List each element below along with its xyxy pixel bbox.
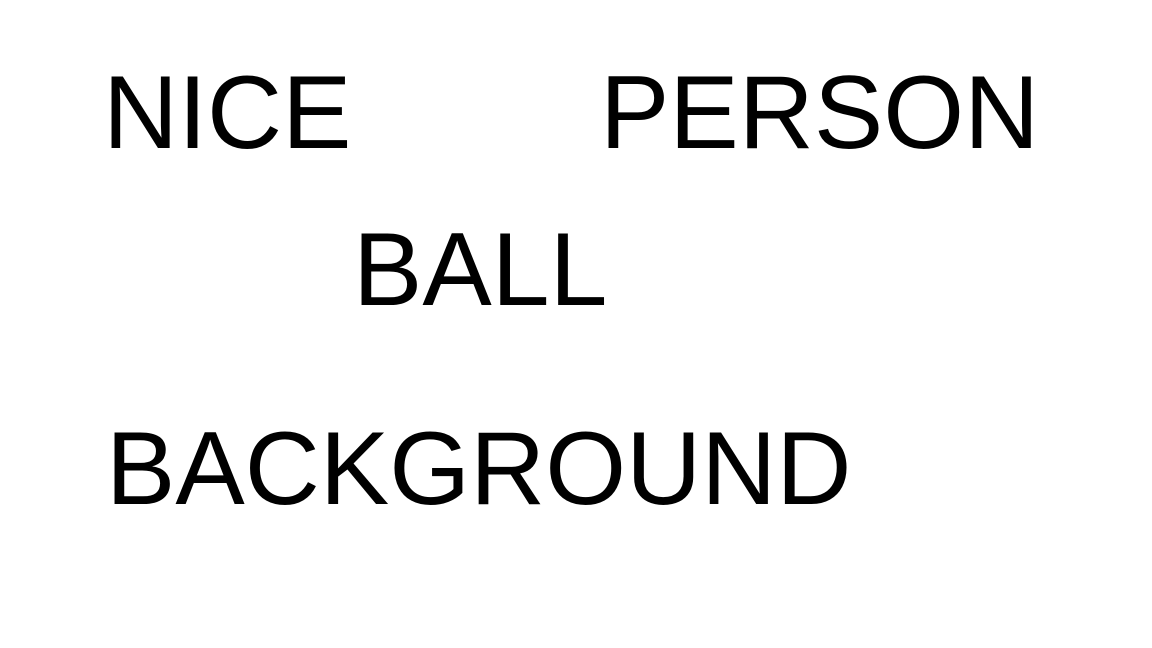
word-nice: NICE [103,55,352,171]
word-ball: BALL [353,212,608,328]
word-person: PERSON [600,55,1040,171]
word-background: BACKGROUND [106,411,852,527]
